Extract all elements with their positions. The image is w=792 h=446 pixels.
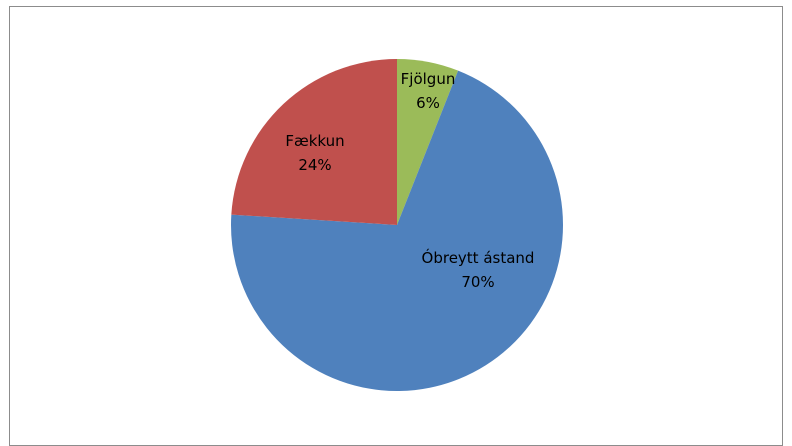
slice-label-pct-2: 24% [298,156,331,174]
pie-slice-0 [397,59,459,225]
slice-label-name-2: Fækkun [285,132,344,150]
pie-labels: Fjölgun 6% Óbreytt ástand 70% Fækkun 24% [285,70,534,291]
pie-slices [231,59,564,392]
slice-label-name-0: Fjölgun [401,70,456,88]
slice-label-pct-1: 70% [461,273,494,291]
slice-label-pct-0: 6% [416,94,440,112]
pie-slice-1 [231,70,564,392]
pie-slice-2 [231,59,397,225]
pie-chart: Fjölgun 6% Óbreytt ástand 70% Fækkun 24% [231,59,564,392]
slice-label-name-1: Óbreytt ástand [422,248,535,267]
